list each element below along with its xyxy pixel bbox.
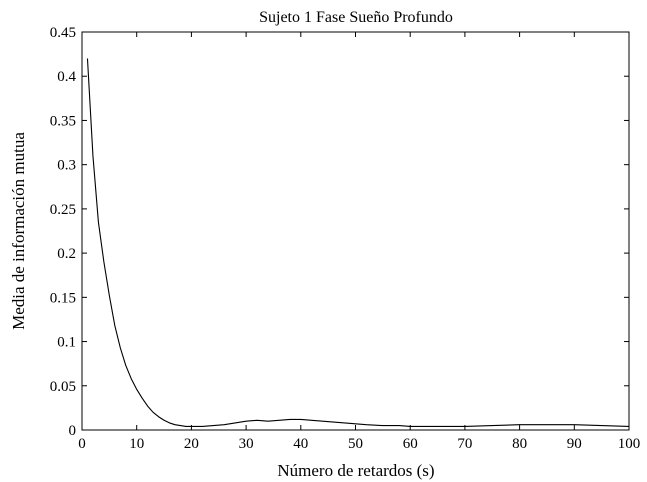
- x-tick-label: 90: [567, 436, 582, 452]
- y-tick-label: 0: [69, 423, 77, 439]
- x-tick-label: 0: [78, 436, 86, 452]
- x-tick-label: 70: [457, 436, 472, 452]
- y-tick-label: 0.3: [57, 158, 76, 174]
- x-tick-label: 30: [239, 436, 254, 452]
- plot-frame: [81, 31, 630, 431]
- series-line: [86, 58, 630, 428]
- x-tick-label: 100: [618, 436, 641, 452]
- x-tick-label: 40: [293, 436, 308, 452]
- y-tick-label: 0.25: [50, 202, 76, 218]
- ticks: [81, 31, 630, 431]
- y-tick-label: 0.45: [50, 25, 76, 41]
- y-tick-label: 0.15: [50, 290, 76, 306]
- series-group: [86, 58, 630, 428]
- x-tick-label: 60: [403, 436, 418, 452]
- y-tick-label: 0.05: [50, 379, 76, 395]
- y-tick-label: 0.2: [57, 246, 76, 262]
- x-tick-label: 20: [184, 436, 199, 452]
- x-tick-label: 50: [348, 436, 363, 452]
- y-tick-label: 0.35: [50, 113, 76, 129]
- x-axis-label: Número de retardos (s): [277, 461, 434, 480]
- x-tick-label: 10: [129, 436, 144, 452]
- chart-title: Sujeto 1 Fase Sueño Profundo: [259, 9, 453, 26]
- y-tick-label: 0.4: [57, 69, 76, 85]
- tick-labels: 0 10 20 30 40 50 60 70 80 90 100 0 0.05 0.1 0.15 0.2 0.2…: [50, 25, 641, 452]
- y-axis-label: Media de información mutua: [9, 132, 28, 330]
- y-tick-label: 0.1: [57, 335, 76, 351]
- x-tick-label: 80: [512, 436, 527, 452]
